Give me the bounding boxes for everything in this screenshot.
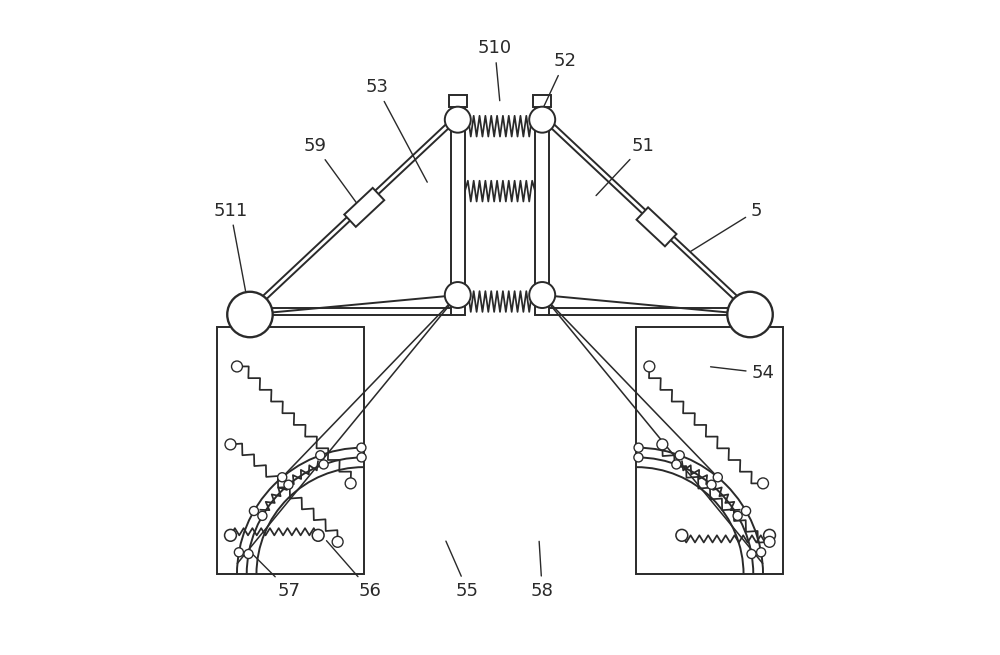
Text: 51: 51 [596,137,654,196]
Circle shape [284,480,293,489]
Circle shape [764,536,775,548]
Text: 52: 52 [543,52,576,107]
Circle shape [529,107,555,133]
Text: 57: 57 [252,553,300,599]
Circle shape [733,512,742,520]
Polygon shape [344,188,384,227]
Circle shape [445,282,471,308]
Circle shape [634,443,643,452]
Circle shape [234,548,243,557]
Text: 511: 511 [213,202,249,312]
Circle shape [225,439,236,450]
Circle shape [529,282,555,308]
Circle shape [676,529,688,541]
Circle shape [707,480,716,489]
Circle shape [634,453,643,462]
Text: 58: 58 [531,541,554,599]
Text: 56: 56 [326,540,382,599]
Circle shape [713,473,722,482]
Circle shape [316,451,325,460]
Text: 53: 53 [365,78,427,182]
Circle shape [747,550,756,559]
Circle shape [319,460,328,469]
Text: 510: 510 [478,39,512,101]
Circle shape [742,506,751,515]
Circle shape [249,506,258,515]
Circle shape [332,536,343,548]
Circle shape [244,550,253,559]
Bar [449,95,467,107]
Circle shape [357,443,366,452]
Circle shape [764,529,775,541]
Circle shape [727,291,773,337]
Bar [535,107,549,314]
Bar [217,328,364,574]
Circle shape [357,453,366,462]
Circle shape [312,529,324,541]
Circle shape [232,361,242,372]
Text: 55: 55 [446,541,479,599]
Bar [636,328,783,574]
Circle shape [657,439,668,450]
Circle shape [644,361,655,372]
Text: 59: 59 [303,137,365,215]
Text: 54: 54 [711,364,775,382]
Circle shape [757,548,766,557]
Text: 5: 5 [691,202,762,252]
Circle shape [225,529,236,541]
Bar [533,95,551,107]
Circle shape [227,291,273,337]
Circle shape [278,473,287,482]
Polygon shape [637,208,677,246]
Circle shape [445,107,471,133]
Circle shape [675,451,684,460]
Circle shape [258,512,267,520]
Circle shape [758,478,768,489]
Circle shape [345,478,356,489]
Bar [451,107,465,314]
Circle shape [672,460,681,469]
